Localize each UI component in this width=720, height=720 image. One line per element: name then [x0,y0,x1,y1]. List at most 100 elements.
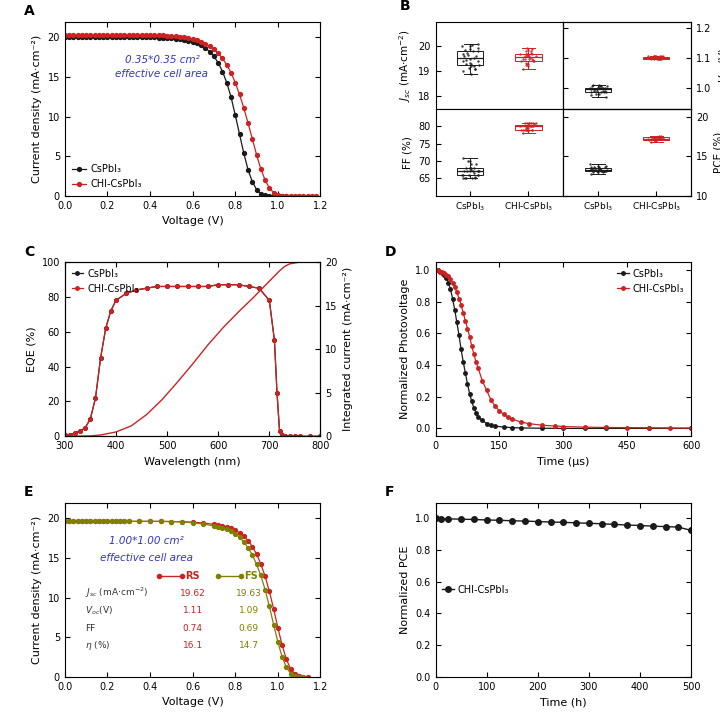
CsPbI₃ [459,358,467,366]
Line: CsPbI₃: CsPbI₃ [63,283,323,438]
CHI-CsPbI₃ [495,407,504,415]
Point [593,163,605,174]
Point [473,60,485,71]
Point [520,48,531,60]
CHI-CsPbI₃ [585,519,593,528]
CHI-CsPbI₃ [316,432,325,441]
CHI-CsPbI₃ [559,518,567,526]
Point [648,134,660,145]
Point [642,133,654,145]
CsPbI₃ [280,432,289,441]
Point [651,133,662,145]
Point [472,38,484,50]
CsPbI₃ [120,33,129,42]
Text: $\eta$ (%): $\eta$ (%) [85,639,111,652]
CHI-CsPbI₃ [103,31,112,40]
CsPbI₃ [163,282,171,291]
Point [591,84,603,95]
Line: CHI-CsPbI₃: CHI-CsPbI₃ [63,33,318,198]
Text: 0.74: 0.74 [183,624,202,632]
Point [521,122,533,134]
Point [520,120,531,132]
Point [645,53,657,65]
Point [528,55,540,67]
Point [657,132,668,143]
CsPbI₃ [500,423,508,431]
Point [648,132,660,144]
CsPbI₃ [270,336,279,345]
CHI-CsPbI₃ [623,423,631,432]
Point [467,45,479,57]
CHI-CsPbI₃ [467,342,476,351]
CsPbI₃ [482,419,491,428]
CHI-CsPbI₃ [218,54,227,63]
CHI-CsPbI₃ [436,267,444,276]
CHI-CsPbI₃ [60,31,69,40]
Point [594,81,606,92]
Point [464,41,476,53]
CsPbI₃ [256,189,265,198]
Point [522,50,534,61]
CHI-CsPbI₃ [665,423,674,432]
Text: A: A [24,4,35,18]
Point [521,50,533,62]
CHI-CsPbI₃ [525,419,534,428]
CHI-CsPbI₃ [559,422,567,431]
Point [526,124,538,135]
CHI-CsPbI₃ [204,282,212,291]
Point [648,132,660,143]
CsPbI₃ [442,274,451,282]
Point [585,161,597,173]
CHI-CsPbI₃ [291,432,300,441]
CHI-CsPbI₃ [644,423,653,432]
CHI-CsPbI₃ [433,266,442,274]
CsPbI₃ [306,432,315,441]
Point [461,55,472,66]
Point [585,168,597,179]
Point [586,163,598,175]
CsPbI₃ [285,432,294,441]
Point [595,86,607,98]
Point [592,82,603,94]
Point [644,135,655,146]
Text: F: F [384,485,394,499]
Point [522,58,534,70]
CsPbI₃ [452,318,461,327]
Line: CHI-CsPbI₃: CHI-CsPbI₃ [433,516,694,534]
Point [472,166,484,177]
CHI-CsPbI₃ [265,296,274,305]
CsPbI₃ [60,431,69,439]
Point [522,45,534,56]
CsPbI₃ [687,424,696,433]
CHI-CsPbI₃ [273,389,282,397]
Point [648,133,660,145]
Point [468,162,480,174]
CsPbI₃ [449,294,457,303]
Point [458,166,469,177]
Point [593,82,604,94]
CsPbI₃ [122,289,130,298]
Y-axis label: EQE (%): EQE (%) [26,326,36,372]
Point [647,52,658,63]
CsPbI₃ [451,305,459,314]
Line: CsPbI₃: CsPbI₃ [63,35,288,198]
Point [457,66,469,77]
CHI-CsPbI₃ [60,431,69,439]
CHI-CsPbI₃ [145,31,154,40]
Point [518,63,529,75]
CsPbI₃ [436,267,444,276]
Text: 1.11: 1.11 [183,606,203,615]
Point [595,164,607,176]
CHI-CsPbI₃ [516,418,525,426]
CsPbI₃ [478,416,487,425]
CHI-CsPbI₃ [449,279,457,287]
CHI-CsPbI₃ [141,31,150,40]
CsPbI₃ [231,111,240,120]
CsPbI₃ [255,284,264,292]
Point [654,133,666,145]
Point [595,81,607,92]
Point [520,124,531,135]
CHI-CsPbI₃ [312,192,320,200]
Text: $V_{oc}$(V): $V_{oc}$(V) [85,604,113,617]
CHI-CsPbI₃ [444,272,453,281]
